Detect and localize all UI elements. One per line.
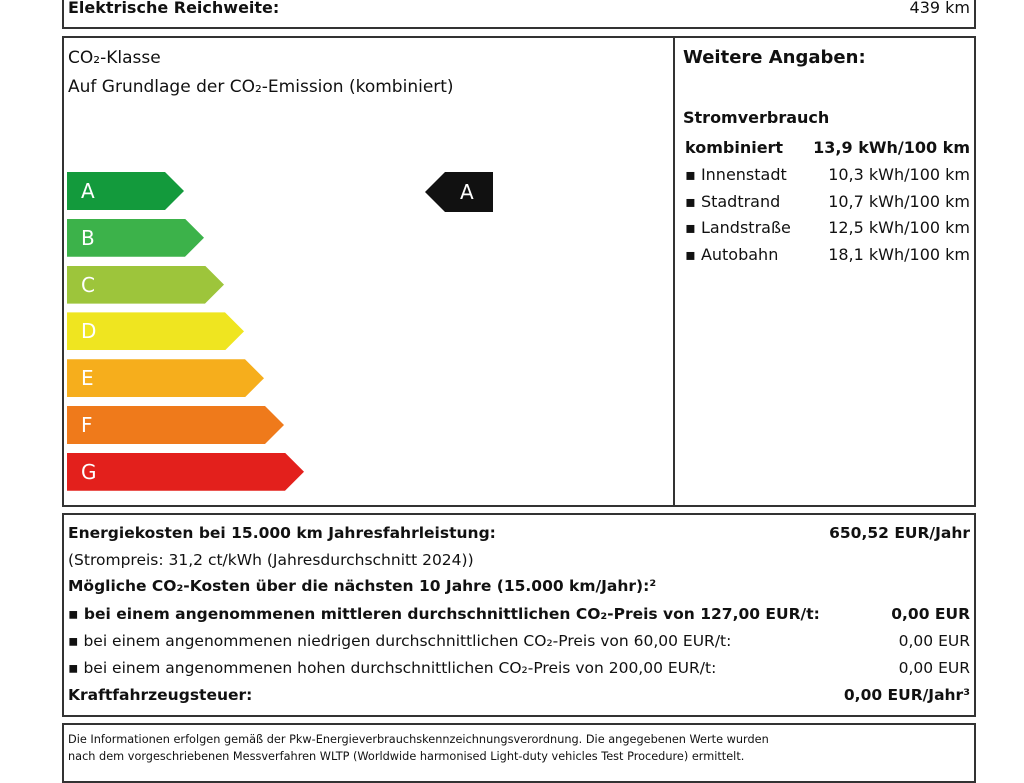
cost-label: ▪ bei einem angenommenen niedrigen durch… xyxy=(68,632,732,650)
class-arrow: B xyxy=(67,219,204,257)
co2-subtitle: Auf Grundlage der CO₂-Emission (kombinie… xyxy=(68,77,454,97)
class-arrow: G xyxy=(67,453,304,491)
cost-label: Kraftfahrzeugsteuer: xyxy=(68,686,253,704)
class-arrow: D xyxy=(67,312,244,350)
range-label: Elektrische Reichweite: xyxy=(68,0,280,17)
label-text: Autobahn xyxy=(700,245,779,264)
consumption-value: 10,3 kWh/100 km xyxy=(828,165,970,184)
consumption-label: ▪ Stadtrand xyxy=(685,192,781,211)
cost-label: ▪ bei einem angenommenen mittleren durch… xyxy=(68,605,820,623)
class-arrow: F xyxy=(67,406,284,444)
consumption-value: 13,9 kWh/100 km xyxy=(813,138,970,157)
label-text: Stadtrand xyxy=(700,192,781,211)
range-box xyxy=(62,0,976,29)
cost-note: (Strompreis: 31,2 ct/kWh (Jahresdurchsch… xyxy=(68,551,474,569)
consumption-value: 18,1 kWh/100 km xyxy=(828,245,970,264)
consumption-label: ▪ Autobahn xyxy=(685,245,779,264)
consumption-label: ▪ Innenstadt xyxy=(685,165,787,184)
label-text: Innenstadt xyxy=(700,165,787,184)
divider xyxy=(673,36,675,507)
consumption-label: kombiniert xyxy=(685,138,784,157)
label-text: bei einem angenommenen hohen durchschnit… xyxy=(83,659,717,677)
co2-title: CO₂-Klasse xyxy=(68,48,161,68)
cost-value: 0,00 EUR xyxy=(898,632,970,650)
cost-value: 0,00 EUR/Jahr³ xyxy=(843,686,970,704)
label-text: Landstraße xyxy=(700,218,791,237)
consumption-label: ▪ Landstraße xyxy=(685,218,791,237)
consumption-value: 12,5 kWh/100 km xyxy=(828,218,970,237)
cost-value: 650,52 EUR/Jahr xyxy=(829,524,970,542)
cost-label: Energiekosten bei 15.000 km Jahresfahrle… xyxy=(68,524,496,542)
class-arrow: E xyxy=(67,359,264,397)
label-text: bei einem angenommenen mittleren durchsc… xyxy=(83,605,820,623)
class-arrow: A xyxy=(67,172,184,210)
footer-text: nach dem vorgeschriebenen Messverfahren … xyxy=(68,750,745,763)
cost-label: Mögliche CO₂-Kosten über die nächsten 10… xyxy=(68,577,657,595)
costs-box xyxy=(62,513,976,717)
footer-text: Die Informationen erfolgen gemäß der Pkw… xyxy=(68,733,769,746)
current-class: A xyxy=(460,180,474,204)
range-value: 439 km xyxy=(909,0,970,17)
label-text: bei einem angenommenen niedrigen durchsc… xyxy=(83,632,732,650)
consumption-value: 10,7 kWh/100 km xyxy=(828,192,970,211)
weitere-title: Weitere Angaben: xyxy=(683,47,866,68)
cost-label: ▪ bei einem angenommenen hohen durchschn… xyxy=(68,659,717,677)
consumption-heading: Stromverbrauch xyxy=(683,108,830,127)
class-box xyxy=(62,36,976,507)
class-arrow: C xyxy=(67,266,224,304)
cost-value: 0,00 EUR xyxy=(898,659,970,677)
cost-value: 0,00 EUR xyxy=(891,605,970,623)
